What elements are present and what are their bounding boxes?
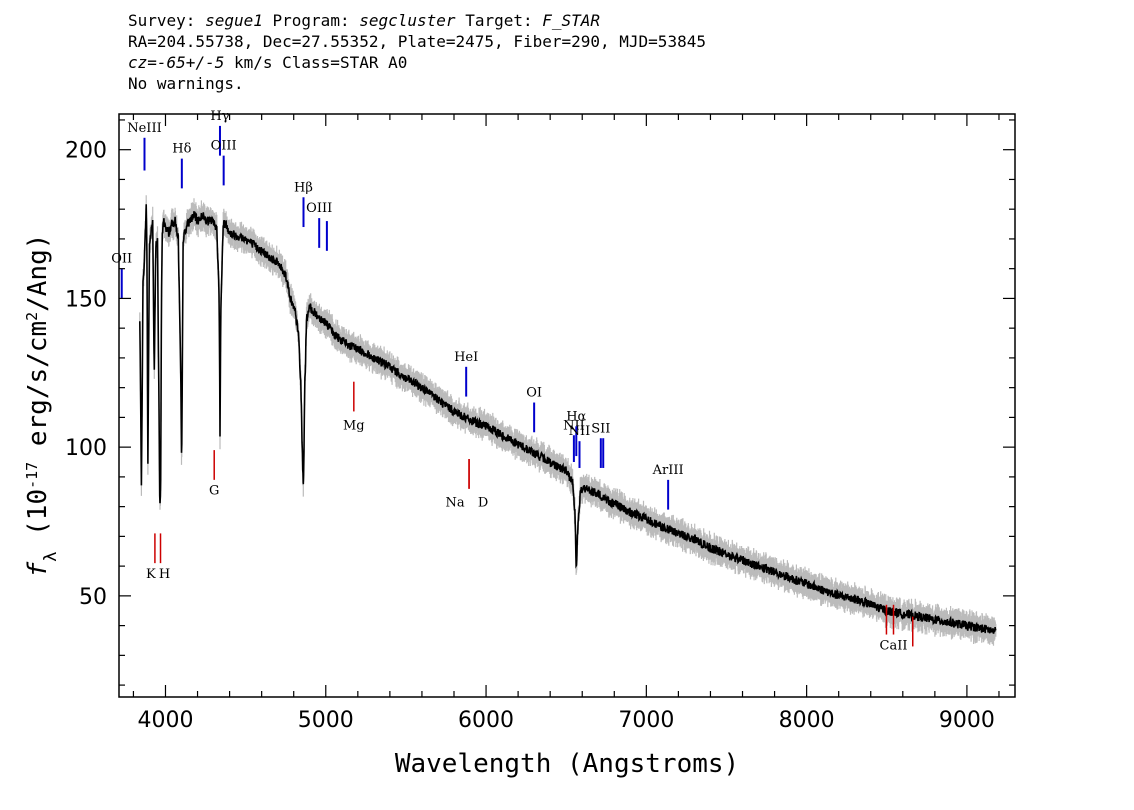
target-label: Target: — [465, 11, 533, 30]
x-tick-label: 9000 — [939, 708, 995, 733]
spectrum-layer — [139, 204, 997, 634]
x-tick-label: 5000 — [298, 708, 354, 733]
survey-label: Survey: — [128, 11, 196, 30]
program-value: segcluster — [359, 11, 456, 30]
header-line-4: No warnings. — [128, 74, 244, 93]
header-line-3: cz=-65+/-5 km/s Class=STAR A0 — [128, 52, 706, 73]
absorption-line-label: Mg — [343, 418, 365, 433]
absorption-line-label: CaII — [880, 638, 908, 653]
y-tick-label: 200 — [65, 139, 107, 164]
cz-label: cz= — [128, 53, 157, 72]
emission-line-label: OII — [111, 252, 132, 267]
header-line-1: Survey: segue1 Program: segcluster Targe… — [128, 10, 706, 31]
y-tick-label: 150 — [65, 287, 107, 312]
x-tick-label: 4000 — [137, 708, 193, 733]
y-tick-label: 50 — [79, 585, 107, 610]
emission-line-label: SII — [591, 421, 610, 436]
emission-line-label: Hα — [566, 409, 586, 424]
axes-layer: 4000 5000 6000 7000 8000 9000 50 100 150 200 Wavel… — [23, 113, 1016, 779]
emission-line-label: Hγ — [210, 109, 229, 124]
spectrum-header: Survey: segue1 Program: segcluster Targe… — [128, 10, 706, 94]
emission-line-label: OI — [526, 386, 542, 401]
cz-rest: km/s Class=STAR A0 — [224, 53, 408, 72]
emission-line-label: Hβ — [294, 180, 313, 195]
emission-line-label: NeIII — [127, 121, 161, 136]
emission-line-label: NII — [563, 418, 585, 433]
y-tick-label: 100 — [65, 436, 107, 461]
absorption-line-label: Na — [445, 496, 464, 511]
header-line-2: RA=204.55738, Dec=27.55352, Plate=2475, … — [128, 32, 706, 51]
absorption-line-label: K — [146, 567, 156, 582]
absorption-line-label: D — [478, 496, 488, 511]
survey-value: segue1 — [205, 11, 263, 30]
x-axis-title: Wavelength (Angstroms) — [395, 749, 739, 779]
absorption-line-label: H — [159, 567, 170, 582]
absorption-line-label: G — [209, 484, 219, 499]
spectrum-line — [139, 204, 997, 634]
x-tick-label: 7000 — [618, 708, 674, 733]
target-value: F_STAR — [542, 11, 601, 30]
program-label: Program: — [272, 11, 350, 30]
emission-line-label: OIII — [211, 139, 237, 154]
x-tick-label: 6000 — [458, 708, 514, 733]
y-axis-title: fλ (10-17 erg/s/cm2/Ang) — [23, 234, 61, 578]
cz-value: -65+/-5 — [156, 53, 225, 72]
emission-line-label: OIII — [306, 201, 332, 216]
emission-line-label: HeI — [454, 350, 478, 365]
emission-line-label: Hδ — [172, 142, 191, 157]
emission-line-label: NII — [569, 424, 591, 439]
x-tick-label: 8000 — [779, 708, 835, 733]
plot-frame — [118, 113, 1016, 698]
emission-line-label: ArIII — [652, 463, 684, 478]
